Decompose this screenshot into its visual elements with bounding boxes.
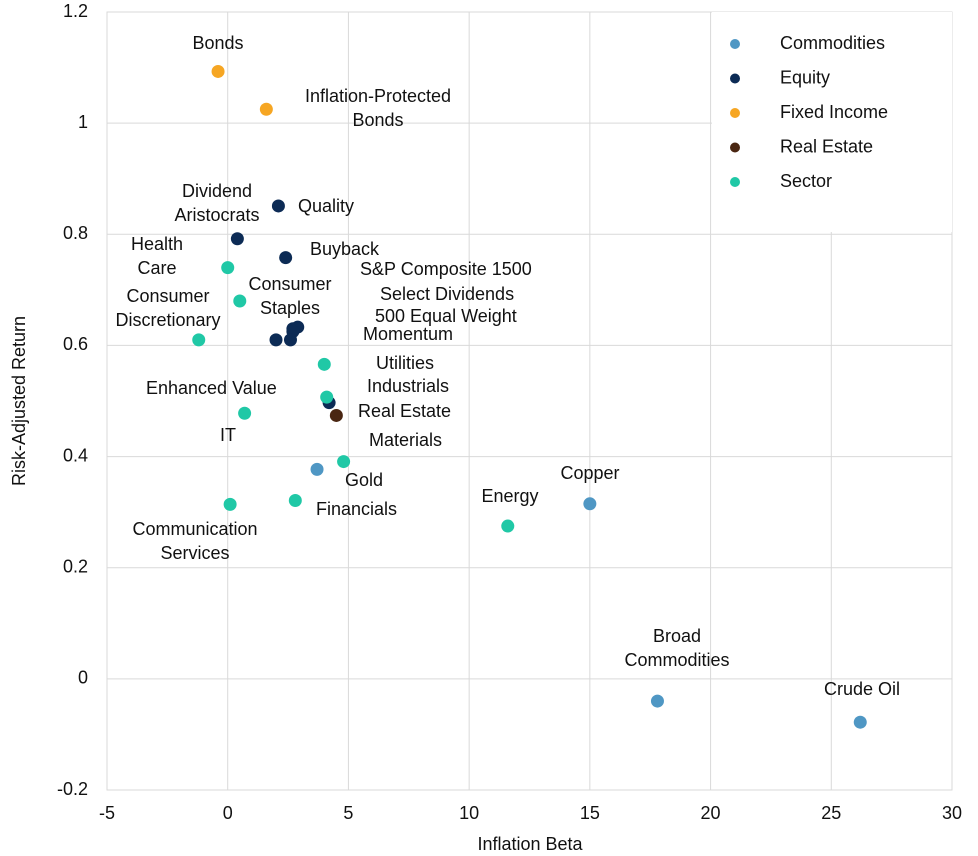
legend-marker	[730, 177, 740, 187]
legend-label: Real Estate	[780, 136, 873, 156]
point	[283, 333, 297, 347]
point-label: Select Dividends	[380, 284, 514, 304]
point-label: Materials	[369, 430, 442, 450]
y-tick-label: 0.6	[63, 334, 88, 354]
point	[320, 390, 334, 404]
point	[230, 232, 244, 246]
x-axis-title: Inflation Beta	[477, 834, 583, 854]
point-label: Gold	[345, 470, 383, 490]
point-label: Real Estate	[358, 401, 451, 421]
point-label: Industrials	[367, 376, 449, 396]
legend-label: Equity	[780, 67, 830, 87]
legend-box	[712, 12, 952, 232]
point	[271, 199, 285, 213]
point-label: Bonds	[192, 33, 243, 53]
point-label: Quality	[298, 196, 354, 216]
y-tick-label: 0.4	[63, 445, 88, 465]
x-tick-label: 5	[343, 803, 353, 823]
y-tick-label: 0.8	[63, 223, 88, 243]
point	[337, 455, 351, 469]
point	[317, 357, 331, 371]
y-tick-label: 0.2	[63, 556, 88, 576]
point-label: Energy	[481, 486, 538, 506]
legend-label: Commodities	[780, 33, 885, 53]
point-label: Health Care	[131, 234, 183, 278]
point	[279, 251, 293, 265]
point	[233, 294, 247, 308]
x-tick-label: 30	[942, 803, 962, 823]
point-label: S&P Composite 1500	[360, 259, 532, 279]
y-axis-title: Risk-Adjusted Return	[9, 316, 29, 486]
legend-label: Sector	[780, 171, 832, 191]
point-label: Financials	[316, 499, 397, 519]
point-label: Utilities	[376, 353, 434, 373]
point-label: Dividend Aristocrats	[174, 181, 259, 225]
legend-marker	[730, 142, 740, 153]
legend-label: Fixed Income	[780, 102, 888, 122]
x-tick-label: 0	[223, 803, 233, 823]
legend-marker	[730, 73, 740, 84]
point-label: Momentum	[363, 324, 453, 344]
point	[238, 406, 252, 420]
point-label: Buyback	[310, 239, 380, 259]
point-label: Enhanced Value	[146, 378, 277, 398]
point-label: IT	[220, 425, 236, 445]
y-tick-label: -0.2	[57, 779, 88, 799]
point-label: Copper	[560, 463, 619, 483]
point	[650, 694, 664, 708]
x-tick-label: 25	[821, 803, 841, 823]
x-tick-label: 10	[459, 803, 479, 823]
y-tick-label: 1.2	[63, 1, 88, 21]
x-tick-label: 15	[580, 803, 600, 823]
x-tick-label: -5	[99, 803, 115, 823]
point-label: Inflation-Protected Bonds	[305, 86, 451, 130]
legend-marker	[730, 39, 740, 49]
point-label: Crude Oil	[824, 679, 900, 699]
point	[259, 102, 273, 116]
point	[853, 715, 867, 729]
point	[223, 497, 237, 511]
point-label: Communication Services	[132, 519, 257, 563]
point	[329, 408, 343, 422]
point	[310, 462, 324, 476]
point-label: Consumer Staples	[248, 274, 331, 318]
point	[583, 497, 597, 511]
point	[288, 493, 302, 507]
y-tick-label: 1	[78, 112, 88, 132]
point-label: Consumer Discretionary	[115, 286, 220, 330]
x-tick-label: 20	[701, 803, 721, 823]
y-tick-label: 0	[78, 668, 88, 688]
legend-marker	[730, 108, 740, 118]
point-label: Broad Commodities	[624, 626, 729, 670]
point	[192, 333, 206, 347]
point-label: 500 Equal Weight	[375, 306, 517, 326]
point	[211, 64, 225, 78]
point	[269, 333, 283, 347]
point	[221, 261, 235, 275]
point	[501, 519, 515, 533]
